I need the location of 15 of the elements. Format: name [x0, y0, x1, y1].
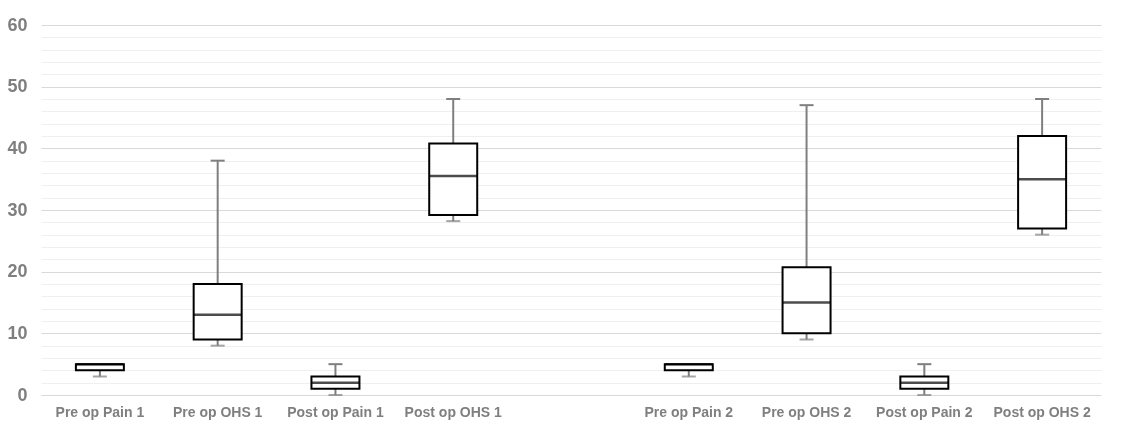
y-tick-label: 40	[7, 137, 28, 158]
y-tick-label: 20	[7, 261, 28, 282]
x-tick-label: Post op OHS 1	[404, 403, 503, 420]
x-tick-label: Post op OHS 2	[993, 403, 1091, 420]
x-tick-label: Post op Pain 1	[287, 403, 384, 420]
y-tick-label: 60	[7, 14, 28, 35]
y-tick-label: 0	[17, 384, 28, 405]
x-tick-label: Pre op OHS 2	[761, 403, 852, 420]
x-tick-label: Post op Pain 2	[876, 403, 973, 420]
y-tick-label: 30	[7, 199, 28, 220]
x-tick-label: Pre op Pain 1	[55, 403, 145, 420]
y-tick-label: 50	[7, 76, 28, 97]
x-tick-label: Pre op OHS 1	[172, 403, 263, 420]
x-tick-label: Pre op Pain 2	[644, 403, 734, 420]
y-tick-label: 10	[7, 322, 28, 343]
